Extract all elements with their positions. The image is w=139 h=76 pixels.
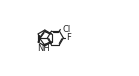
Text: Cl: Cl (62, 25, 70, 34)
Text: NH: NH (37, 44, 50, 53)
Text: F: F (66, 34, 71, 42)
